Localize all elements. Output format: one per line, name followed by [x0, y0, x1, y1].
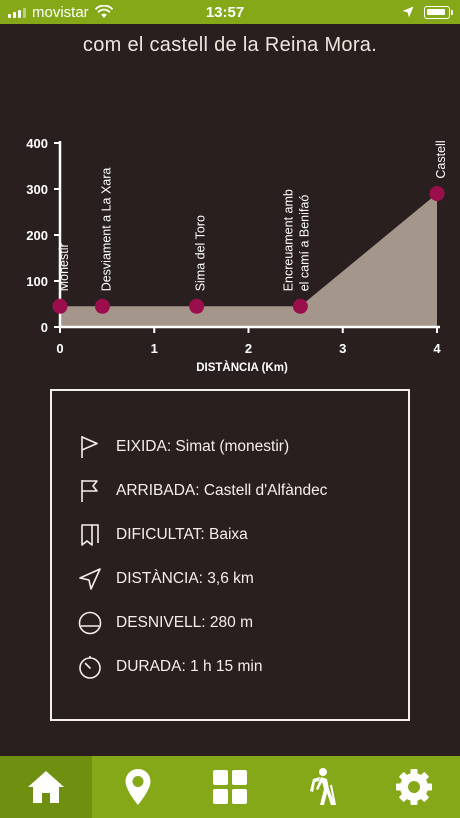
- point-label: Sima del Toro: [194, 215, 208, 291]
- duration-icon: [76, 653, 104, 681]
- info-row-distance: DISTÀNCIA: 3,6 km: [52, 557, 408, 601]
- nav-settings[interactable]: [368, 756, 460, 818]
- route-info-box: EIXIDA: Simat (monestir) ARRIBADA: Caste…: [50, 389, 410, 721]
- grid-icon: [213, 770, 247, 804]
- x-tick-label: 3: [339, 341, 346, 356]
- profile-point-marker: [94, 298, 110, 314]
- elevation-area: [60, 193, 437, 327]
- x-tick-label: 1: [151, 341, 158, 356]
- info-row-elevation: DESNIVELL: 280 m: [52, 601, 408, 645]
- point-label: Encreuament amb: [281, 189, 295, 291]
- point-label: Monestir: [57, 243, 71, 291]
- elevation-chart-svg: 0 100 200 300 400 0 1 2 3 4 DISTÀNCIA (Km) Monestir…: [26, 136, 448, 374]
- info-row-finish: ARRIBADA: Castell d'Alfàndec: [52, 469, 408, 513]
- status-left: movistar: [0, 4, 170, 21]
- x-tick-label: 4: [433, 341, 441, 356]
- profile-point-marker: [429, 186, 445, 202]
- info-elevation-text: DESNIVELL: 280 m: [116, 614, 253, 631]
- distance-arrow-icon: [76, 565, 104, 593]
- info-row-duration: DURADA: 1 h 15 min: [52, 645, 408, 689]
- wifi-icon: [94, 5, 113, 18]
- info-duration-text: DURADA: 1 h 15 min: [116, 658, 263, 675]
- x-tick-label: 2: [245, 341, 252, 356]
- info-row-start: EIXIDA: Simat (monestir): [52, 425, 408, 469]
- nav-map[interactable]: [92, 756, 184, 818]
- profile-point-marker: [189, 298, 205, 314]
- info-finish-text: ARRIBADA: Castell d'Alfàndec: [116, 482, 328, 499]
- difficulty-icon: [76, 521, 104, 549]
- point-label: el camí a Benifaó: [297, 195, 311, 292]
- location-arrow-icon: [402, 6, 414, 18]
- info-row-difficulty: DIFICULTAT: Baixa: [52, 513, 408, 557]
- nav-home[interactable]: [0, 756, 92, 818]
- status-right: [290, 5, 460, 19]
- profile-point-marker: [52, 298, 68, 314]
- carrier-name: movistar: [32, 3, 89, 21]
- point-label: Desviament a La Xara: [99, 168, 113, 292]
- y-tick-label: 100: [26, 274, 48, 289]
- x-tick-label: 0: [56, 341, 63, 356]
- info-distance-text: DISTÀNCIA: 3,6 km: [116, 570, 254, 587]
- elevation-icon: [76, 609, 104, 637]
- nav-hiking[interactable]: [276, 756, 368, 818]
- bottom-nav: [0, 756, 460, 818]
- finish-flag-icon: [76, 477, 104, 505]
- y-tick-label: 200: [26, 228, 48, 243]
- settings-gear-icon: [396, 769, 432, 805]
- info-start-text: EIXIDA: Simat (monestir): [116, 438, 290, 455]
- profile-point-marker: [292, 298, 308, 314]
- nav-grid[interactable]: [184, 756, 276, 818]
- intro-text: com el castell de la Reina Mora.: [82, 34, 378, 56]
- status-bar: movistar 13:57: [0, 0, 460, 24]
- point-label: Castell: [434, 140, 448, 178]
- info-difficulty-text: DIFICULTAT: Baixa: [116, 526, 248, 543]
- battery-icon: [424, 5, 453, 19]
- y-tick-label: 0: [41, 320, 48, 335]
- home-icon: [28, 771, 64, 803]
- elevation-profile-chart: 0 100 200 300 400 0 1 2 3 4 DISTÀNCIA (Km) Monestir…: [0, 130, 460, 380]
- start-flag-icon: [76, 433, 104, 461]
- signal-icon: [8, 6, 26, 18]
- y-tick-label: 400: [26, 136, 48, 151]
- status-time: 13:57: [205, 3, 245, 21]
- x-axis-label: DISTÀNCIA (Km): [196, 361, 288, 374]
- map-pin-icon: [125, 769, 151, 805]
- y-tick-label: 300: [26, 182, 48, 197]
- hiker-icon: [310, 768, 336, 806]
